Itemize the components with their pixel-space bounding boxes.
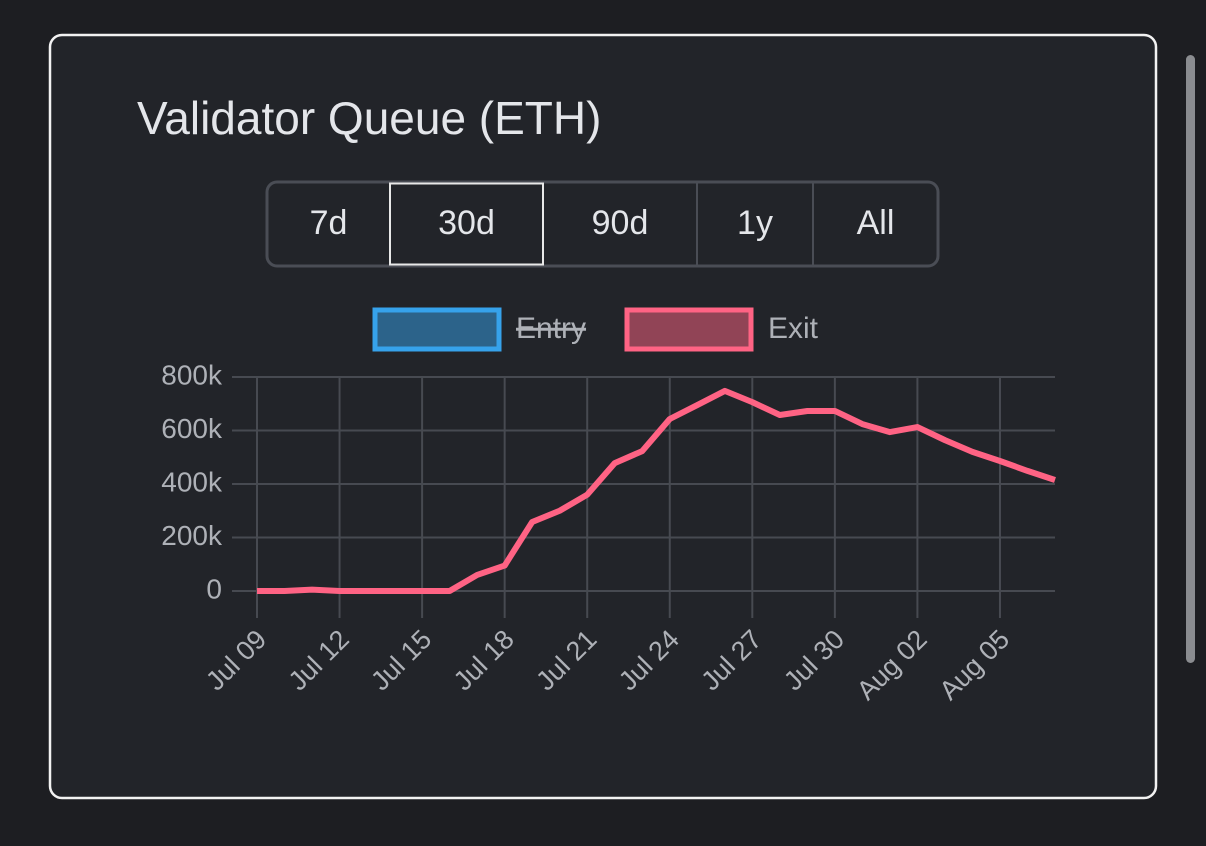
y-tick-label: 400k [161,466,223,497]
legend-swatch[interactable] [372,307,502,352]
range-button-label[interactable]: 1y [737,204,773,242]
range-button-label[interactable]: 30d [438,204,495,242]
scrollbar[interactable] [1186,55,1195,663]
card [48,33,1158,800]
legend-label[interactable]: Entry [516,312,586,345]
range-button-label[interactable]: 90d [592,204,649,242]
range-button-label[interactable]: 7d [310,204,348,242]
legend-label[interactable]: Exit [768,312,819,345]
y-tick-label: 0 [206,573,222,604]
chart-title: Validator Queue (ETH) [137,92,601,144]
range-button-group [265,180,940,268]
range-button-label[interactable]: All [857,204,895,242]
range-button[interactable] [389,182,544,266]
y-tick-label: 600k [161,413,223,444]
legend-swatch[interactable] [624,307,754,352]
y-tick-label: 800k [161,359,223,390]
y-tick-label: 200k [161,520,223,551]
data-line [257,387,1056,594]
